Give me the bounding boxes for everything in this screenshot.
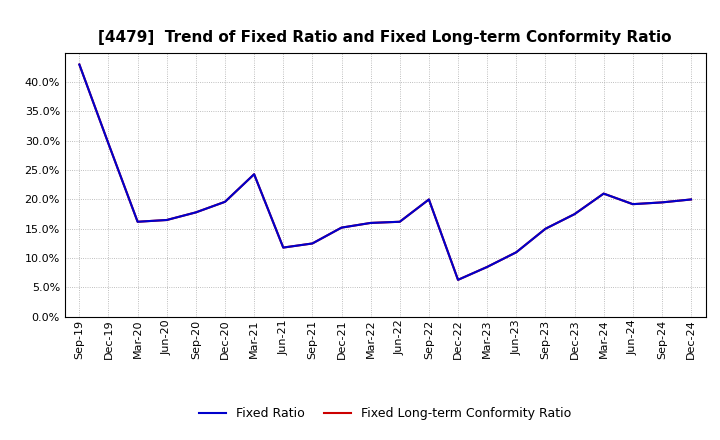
Fixed Ratio [599, 191, 608, 196]
Fixed Long-term Conformity Ratio [220, 199, 229, 205]
Fixed Ratio [163, 217, 171, 223]
Fixed Ratio [308, 241, 317, 246]
Fixed Ratio [425, 197, 433, 202]
Fixed Long-term Conformity Ratio [657, 200, 666, 205]
Fixed Long-term Conformity Ratio [366, 220, 375, 226]
Fixed Ratio [629, 202, 637, 207]
Fixed Ratio [687, 197, 696, 202]
Fixed Ratio [570, 212, 579, 217]
Line: Fixed Ratio: Fixed Ratio [79, 65, 691, 280]
Fixed Long-term Conformity Ratio [104, 141, 113, 147]
Line: Fixed Long-term Conformity Ratio: Fixed Long-term Conformity Ratio [79, 65, 691, 280]
Fixed Ratio [395, 219, 404, 224]
Title: [4479]  Trend of Fixed Ratio and Fixed Long-term Conformity Ratio: [4479] Trend of Fixed Ratio and Fixed Lo… [99, 29, 672, 45]
Fixed Long-term Conformity Ratio [425, 197, 433, 202]
Fixed Long-term Conformity Ratio [541, 226, 550, 231]
Fixed Ratio [279, 245, 287, 250]
Fixed Long-term Conformity Ratio [163, 217, 171, 223]
Fixed Ratio [483, 264, 492, 270]
Fixed Ratio [541, 226, 550, 231]
Fixed Ratio [75, 62, 84, 67]
Fixed Ratio [337, 225, 346, 230]
Legend: Fixed Ratio, Fixed Long-term Conformity Ratio: Fixed Ratio, Fixed Long-term Conformity … [194, 402, 577, 425]
Fixed Long-term Conformity Ratio [192, 210, 200, 215]
Fixed Long-term Conformity Ratio [454, 277, 462, 282]
Fixed Ratio [192, 210, 200, 215]
Fixed Long-term Conformity Ratio [483, 264, 492, 270]
Fixed Long-term Conformity Ratio [687, 197, 696, 202]
Fixed Long-term Conformity Ratio [75, 62, 84, 67]
Fixed Ratio [104, 141, 113, 147]
Fixed Ratio [454, 277, 462, 282]
Fixed Ratio [366, 220, 375, 226]
Fixed Ratio [512, 249, 521, 255]
Fixed Ratio [657, 200, 666, 205]
Fixed Ratio [133, 219, 142, 224]
Fixed Long-term Conformity Ratio [512, 249, 521, 255]
Fixed Long-term Conformity Ratio [570, 212, 579, 217]
Fixed Long-term Conformity Ratio [250, 172, 258, 177]
Fixed Long-term Conformity Ratio [308, 241, 317, 246]
Fixed Long-term Conformity Ratio [337, 225, 346, 230]
Fixed Long-term Conformity Ratio [599, 191, 608, 196]
Fixed Long-term Conformity Ratio [629, 202, 637, 207]
Fixed Long-term Conformity Ratio [133, 219, 142, 224]
Fixed Long-term Conformity Ratio [395, 219, 404, 224]
Fixed Ratio [220, 199, 229, 205]
Fixed Long-term Conformity Ratio [279, 245, 287, 250]
Fixed Ratio [250, 172, 258, 177]
